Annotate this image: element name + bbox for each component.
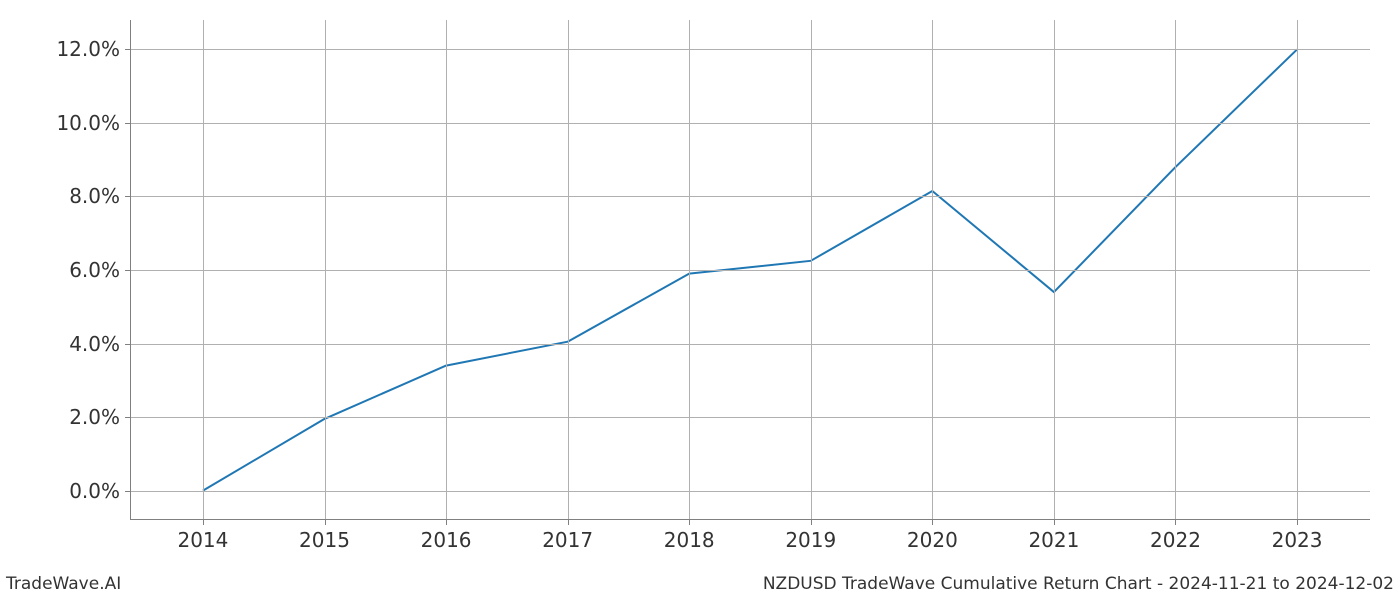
y-tick-label: 6.0%	[69, 258, 130, 282]
gridline-horizontal	[130, 344, 1370, 345]
y-tick-label: 0.0%	[69, 479, 130, 503]
gridline-horizontal	[130, 491, 1370, 492]
x-tick-label: 2017	[542, 520, 593, 552]
x-tick-label: 2022	[1150, 520, 1201, 552]
y-tick-label: 10.0%	[56, 111, 130, 135]
axis-spine-bottom	[130, 519, 1370, 520]
y-tick-label: 4.0%	[69, 332, 130, 356]
gridline-horizontal	[130, 123, 1370, 124]
axis-spine-left	[130, 20, 131, 520]
y-tick-label: 2.0%	[69, 405, 130, 429]
y-tick-label: 8.0%	[69, 184, 130, 208]
gridline-horizontal	[130, 49, 1370, 50]
plot-area: 2014201520162017201820192020202120222023…	[130, 20, 1370, 520]
chart-container: 2014 2015 2016 2017 2018 2019 2020 2021 2022 2023…	[0, 0, 1400, 600]
y-tick-label: 12.0%	[56, 37, 130, 61]
x-tick-label: 2014	[177, 520, 228, 552]
x-tick-label: 2023	[1272, 520, 1323, 552]
x-tick-label: 2015	[299, 520, 350, 552]
gridline-horizontal	[130, 270, 1370, 271]
gridline-horizontal	[130, 417, 1370, 418]
x-tick-label: 2018	[664, 520, 715, 552]
footer-right-text: NZDUSD TradeWave Cumulative Return Chart…	[763, 574, 1394, 594]
x-tick-label: 2016	[421, 520, 472, 552]
x-tick-label: 2019	[785, 520, 836, 552]
footer-left-text: TradeWave.AI	[6, 574, 121, 594]
gridline-horizontal	[130, 196, 1370, 197]
x-tick-label: 2020	[907, 520, 958, 552]
x-tick-label: 2021	[1028, 520, 1079, 552]
